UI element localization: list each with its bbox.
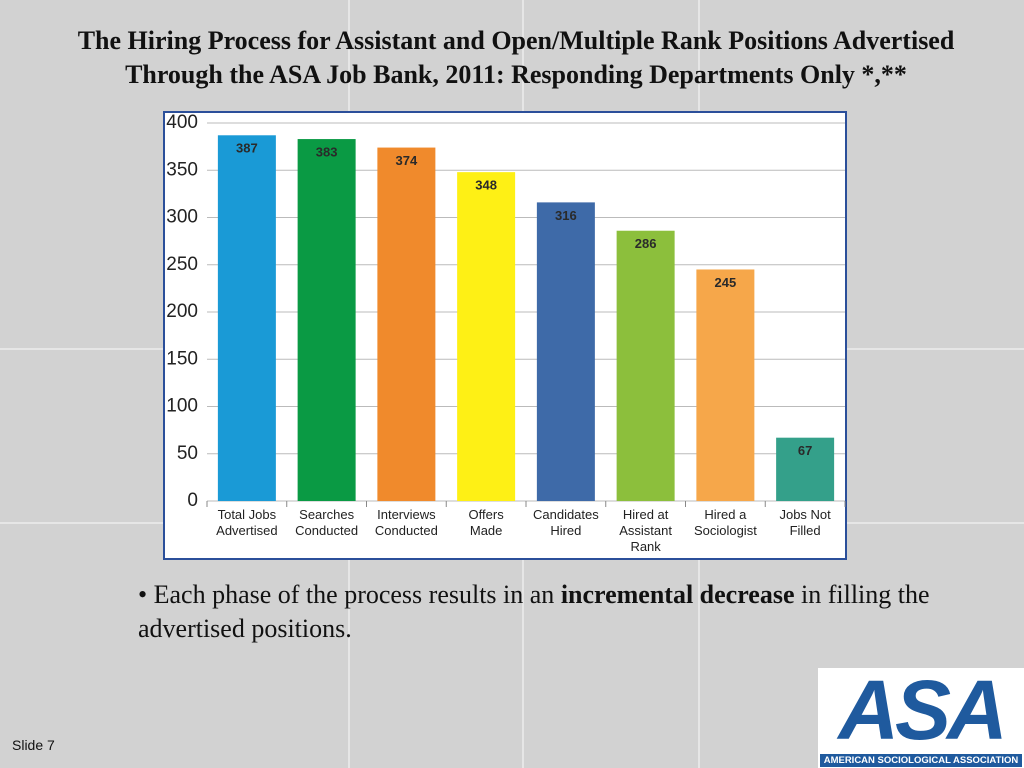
bar xyxy=(377,147,436,501)
bar xyxy=(696,269,755,501)
y-tick-label: 300 xyxy=(166,207,198,228)
x-tick-label: Hired at Assistant Rank xyxy=(619,507,672,554)
bar xyxy=(536,202,595,501)
x-tick-label: Searches Conducted xyxy=(295,507,359,538)
value-label: 383 xyxy=(316,145,338,160)
bar xyxy=(776,437,835,501)
y-tick-label: 100 xyxy=(166,396,198,417)
bullet-part: Each phase of the process results in an xyxy=(153,580,561,609)
value-label: 374 xyxy=(396,153,418,168)
y-tick-label: 400 xyxy=(166,112,198,133)
x-tick-label: Jobs Not Filled xyxy=(779,507,831,538)
value-label: 316 xyxy=(555,208,577,223)
value-label: 286 xyxy=(635,236,657,251)
bar xyxy=(457,172,516,501)
value-label: 387 xyxy=(236,141,258,156)
x-tick-label: Offers Made xyxy=(468,507,504,538)
bullet-marker: • xyxy=(138,580,148,609)
y-tick-label: 150 xyxy=(166,348,198,369)
x-tick-label: Interviews Conducted xyxy=(374,507,438,538)
bullet-text: • Each phase of the process results in a… xyxy=(138,578,978,646)
x-tick-label: Hired a Sociologist xyxy=(693,507,757,538)
logo-name: AMERICAN SOCIOLOGICAL ASSOCIATION xyxy=(820,754,1022,767)
bullet-emphasis: incremental decrease xyxy=(560,580,795,609)
slide-number: Slide 7 xyxy=(12,737,55,753)
bullet-part: in filling the advertised positions. xyxy=(138,580,930,643)
bar xyxy=(297,139,356,501)
value-label: 348 xyxy=(475,178,497,193)
y-tick-label: 350 xyxy=(166,159,198,180)
y-tick-label: 200 xyxy=(166,301,198,322)
y-tick-label: 250 xyxy=(166,254,198,275)
value-label: 245 xyxy=(715,275,737,290)
logo-mark: ASA xyxy=(838,663,1007,757)
x-tick-label: Total Jobs Advertised xyxy=(216,507,278,538)
logo: ASA AMERICAN SOCIOLOGICAL ASSOCIATION xyxy=(818,663,1024,768)
x-tick-label: Candidates Hired xyxy=(532,507,599,538)
y-tick-label: 0 xyxy=(187,490,198,511)
bar xyxy=(616,230,675,502)
bar xyxy=(217,135,276,501)
slide-title: The Hiring Process for Assistant and Ope… xyxy=(77,26,955,89)
value-label: 67 xyxy=(798,443,812,458)
y-tick-label: 50 xyxy=(177,443,198,464)
